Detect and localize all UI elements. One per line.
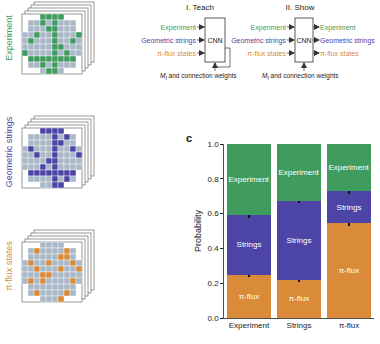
svg-text:1.0: 1.0 bbox=[207, 140, 219, 149]
svg-text:II. Show: II. Show bbox=[286, 3, 315, 12]
svg-text:π-flux states: π-flux states bbox=[247, 50, 286, 57]
svg-text:Mf and connection weights: Mf and connection weights bbox=[262, 72, 339, 81]
svg-text:0.8: 0.8 bbox=[207, 175, 219, 184]
svg-text:Experiment: Experiment bbox=[278, 168, 319, 177]
svg-text:Experiment: Experiment bbox=[328, 163, 369, 172]
svg-text:Experiment: Experiment bbox=[229, 321, 270, 330]
svg-text:Strings: Strings bbox=[287, 236, 312, 245]
svg-text:CNN: CNN bbox=[296, 37, 311, 44]
svg-text:Strings: Strings bbox=[337, 203, 362, 212]
svg-text:π-flux: π-flux bbox=[339, 266, 360, 275]
svg-text:π-flux: π-flux bbox=[339, 321, 360, 330]
svg-text:Experiment: Experiment bbox=[228, 175, 269, 184]
svg-text:0.6: 0.6 bbox=[207, 209, 219, 218]
svg-text:Probability: Probability bbox=[193, 209, 203, 252]
svg-text:Mf and connection weights: Mf and connection weights bbox=[160, 72, 237, 81]
svg-text:0.0: 0.0 bbox=[207, 314, 219, 323]
svg-text:Strings: Strings bbox=[237, 240, 262, 249]
svg-text:Experiment: Experiment bbox=[320, 24, 355, 32]
svg-text:c: c bbox=[186, 132, 192, 144]
svg-text:π-flux: π-flux bbox=[239, 292, 260, 301]
svg-text:Geometric strings: Geometric strings bbox=[231, 37, 286, 45]
svg-text:0.4: 0.4 bbox=[207, 244, 219, 253]
svg-text:0.2: 0.2 bbox=[207, 279, 219, 288]
svg-text:Strings: Strings bbox=[287, 321, 312, 330]
svg-text:Geometric strings: Geometric strings bbox=[141, 37, 196, 45]
svg-text:I. Teach: I. Teach bbox=[186, 3, 214, 12]
svg-text:π-flux: π-flux bbox=[289, 294, 310, 303]
svg-text:Experiment: Experiment bbox=[251, 24, 286, 32]
svg-text:CNN: CNN bbox=[207, 37, 222, 44]
svg-text:Experiment: Experiment bbox=[4, 15, 14, 61]
svg-text:Geometric strings: Geometric strings bbox=[4, 116, 14, 187]
svg-text:π-flux states: π-flux states bbox=[157, 50, 196, 57]
svg-text:Geometric strings: Geometric strings bbox=[320, 37, 375, 45]
svg-text:Experiment: Experiment bbox=[161, 24, 196, 32]
svg-text:π-flux states: π-flux states bbox=[320, 50, 359, 57]
svg-text:π-flux states: π-flux states bbox=[4, 241, 14, 291]
